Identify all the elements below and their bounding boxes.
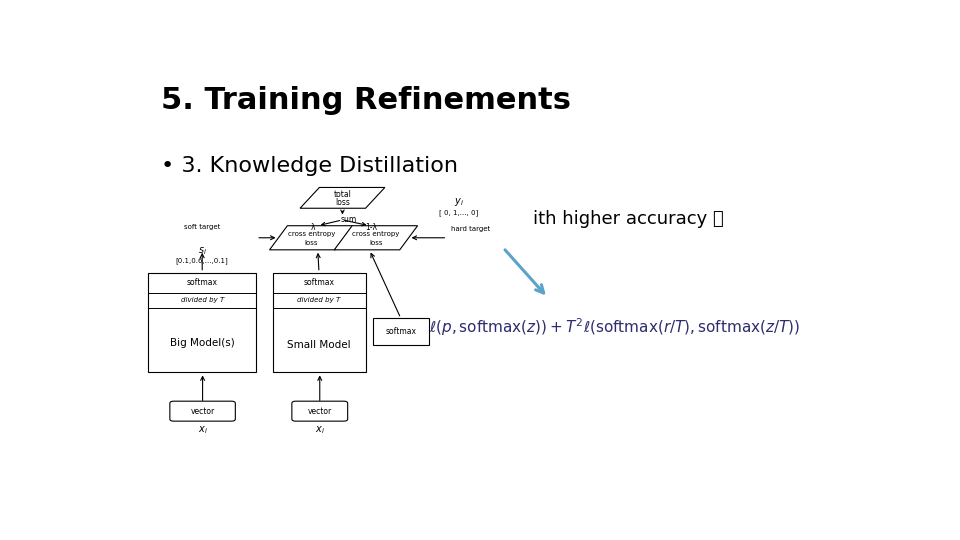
FancyBboxPatch shape [292, 401, 348, 421]
Text: total: total [333, 190, 351, 199]
Text: loss: loss [304, 240, 318, 246]
Text: • 3. Knowledge Distillation: • 3. Knowledge Distillation [161, 156, 458, 176]
FancyBboxPatch shape [273, 273, 366, 373]
Text: [ 0, 1,..., 0]: [ 0, 1,..., 0] [439, 210, 478, 216]
Text: [0.1,0.6,...,0.1]: [0.1,0.6,...,0.1] [176, 257, 228, 264]
Text: $\ell(p, \mathrm{softmax}(z)) + T^2\ell(\mathrm{softmax}(r/T), \mathrm{softmax}(: $\ell(p, \mathrm{softmax}(z)) + T^2\ell(… [429, 316, 801, 338]
Text: cross entropy: cross entropy [352, 231, 399, 237]
Text: divided by T: divided by T [298, 298, 341, 303]
Polygon shape [270, 226, 353, 250]
Text: vector: vector [307, 407, 332, 416]
Text: $x_i$: $x_i$ [198, 424, 207, 436]
Polygon shape [334, 226, 418, 250]
Text: loss: loss [370, 240, 383, 246]
Text: divided by T: divided by T [180, 298, 224, 303]
Text: vector: vector [190, 407, 215, 416]
Text: $y_i$: $y_i$ [453, 197, 464, 208]
Text: 1-λ: 1-λ [366, 224, 377, 232]
Text: λ: λ [311, 224, 316, 232]
Text: soft target: soft target [184, 225, 221, 231]
Text: cross entropy: cross entropy [288, 231, 335, 237]
Text: sum: sum [340, 215, 356, 224]
Text: ith higher accuracy ）: ith higher accuracy ） [533, 210, 724, 228]
Text: softmax: softmax [186, 278, 218, 287]
FancyBboxPatch shape [170, 401, 235, 421]
Text: loss: loss [335, 198, 349, 207]
Text: 5. Training Refinements: 5. Training Refinements [161, 85, 571, 114]
FancyBboxPatch shape [148, 273, 256, 373]
Text: $s_i$: $s_i$ [198, 245, 206, 257]
Text: hard target: hard target [451, 226, 491, 232]
Polygon shape [300, 187, 385, 208]
Text: Big Model(s): Big Model(s) [170, 339, 234, 348]
Text: softmax: softmax [303, 278, 334, 287]
Text: Small Model: Small Model [287, 340, 350, 350]
Text: softmax: softmax [385, 327, 417, 336]
FancyBboxPatch shape [372, 319, 429, 346]
Text: $x_i$: $x_i$ [315, 424, 324, 436]
